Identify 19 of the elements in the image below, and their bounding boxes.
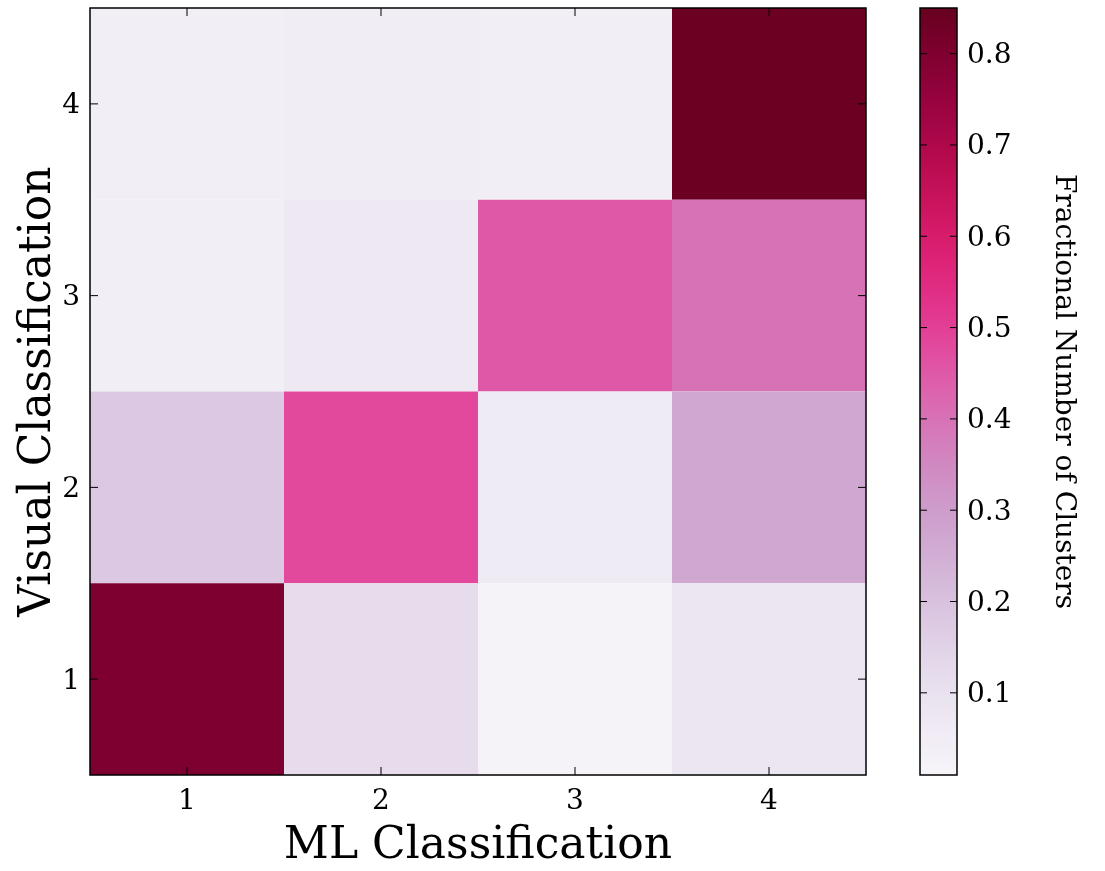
x-tick-label: 2 [372, 783, 390, 816]
y-tick-label: 2 [62, 470, 80, 504]
y-tick-label: 3 [62, 279, 80, 313]
color-bar-label: 0.8 [967, 37, 1012, 71]
x-tick-label: 4 [760, 783, 778, 816]
color-bar-title: Fractional Number of Clusters [1048, 173, 1082, 610]
y-axis-title: Visual Classification [9, 166, 60, 618]
color-bar-label: 0.3 [967, 493, 1012, 527]
y-tick-label: 1 [62, 662, 80, 696]
x-tick-label: 3 [566, 783, 584, 816]
color-bar-label: 0.5 [967, 311, 1012, 345]
color-bar-label: 0.6 [967, 219, 1012, 253]
y-tick-label: 4 [62, 87, 80, 121]
x-axis-title: ML Classification [283, 817, 673, 868]
color-bar-label: 0.1 [967, 676, 1012, 710]
color-bar-label: 0.4 [967, 402, 1012, 436]
color-bar-label: 0.2 [967, 585, 1012, 619]
color-bar-label: 0.7 [967, 128, 1012, 162]
x-tick-label: 1 [178, 783, 196, 816]
